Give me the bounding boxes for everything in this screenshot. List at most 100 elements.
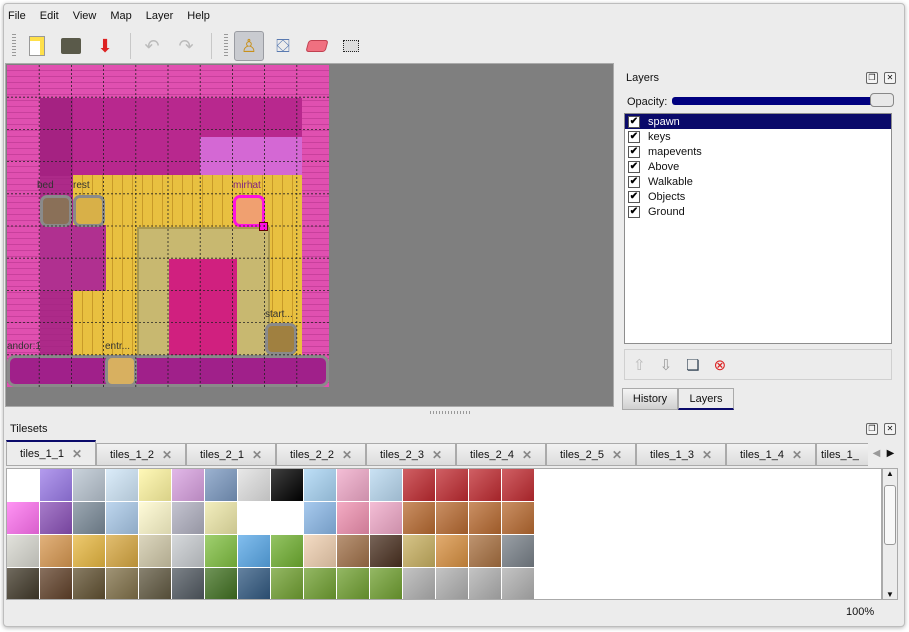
close-tab-icon[interactable]: ✕ <box>701 447 713 462</box>
tile[interactable] <box>337 568 369 599</box>
tile[interactable] <box>304 535 336 567</box>
tile[interactable] <box>139 568 171 599</box>
tile[interactable] <box>436 502 468 534</box>
layer-item[interactable]: ✔ keys <box>625 129 891 144</box>
tile[interactable] <box>106 535 138 567</box>
menu-help[interactable]: Help <box>187 10 210 22</box>
tile[interactable] <box>106 502 138 534</box>
tile[interactable] <box>139 502 171 534</box>
layer-item[interactable]: ✔ Walkable <box>625 174 891 189</box>
tile[interactable] <box>271 469 303 501</box>
toolbar-grip[interactable] <box>12 34 16 58</box>
scroll-up-icon[interactable]: ▲ <box>886 469 894 478</box>
tab-scroll-left[interactable]: ◀ <box>872 448 881 459</box>
layer-visibility-checkbox[interactable]: ✔ <box>628 145 640 158</box>
tile[interactable] <box>337 502 369 534</box>
tab-tileset[interactable]: tiles_1_2 ✕ <box>96 443 186 465</box>
layer-list[interactable]: ✔ spawn ✔ keys ✔ mapevents ✔ Above ✔ Walkable ✔ Obj… <box>624 113 892 344</box>
tile[interactable] <box>403 568 435 599</box>
tile[interactable] <box>106 469 138 501</box>
tile[interactable] <box>502 535 534 567</box>
float-icon[interactable]: ❐ <box>866 423 878 435</box>
tileset-view[interactable] <box>6 468 882 600</box>
scroll-down-icon[interactable]: ▼ <box>886 590 894 599</box>
tile[interactable] <box>502 469 534 501</box>
tile[interactable] <box>205 502 237 534</box>
tile[interactable] <box>238 568 270 599</box>
resize-handle[interactable] <box>259 222 268 231</box>
tile[interactable] <box>73 469 105 501</box>
tab-tileset[interactable]: tiles_2_3 ✕ <box>366 443 456 465</box>
tab-tileset[interactable]: tiles_2_2 ✕ <box>276 443 366 465</box>
tab-layers[interactable]: Layers <box>678 388 734 410</box>
raise-layer-icon[interactable]: ⇧ <box>633 356 646 374</box>
tile[interactable] <box>7 568 39 599</box>
duplicate-layer-icon[interactable]: ❏ <box>686 356 700 374</box>
tile[interactable] <box>469 535 501 567</box>
tab-tileset[interactable]: tiles_1_ <box>816 443 868 465</box>
tile[interactable] <box>403 502 435 534</box>
tile[interactable] <box>40 502 72 534</box>
map-object-start[interactable] <box>265 323 297 355</box>
redo-button[interactable]: ↷ <box>171 31 201 61</box>
tile[interactable] <box>370 568 402 599</box>
layer-item[interactable]: ✔ spawn <box>625 114 891 129</box>
tile[interactable] <box>205 469 237 501</box>
close-tab-icon[interactable]: ✕ <box>161 447 173 462</box>
tile[interactable] <box>172 502 204 534</box>
tile[interactable] <box>370 535 402 567</box>
menu-file[interactable]: File <box>8 10 26 22</box>
tile[interactable] <box>304 502 336 534</box>
layer-visibility-checkbox[interactable]: ✔ <box>628 115 640 128</box>
tab-tileset[interactable]: tiles_1_4 ✕ <box>726 443 816 465</box>
tile[interactable] <box>205 568 237 599</box>
close-tab-icon[interactable]: ✕ <box>611 447 623 462</box>
tile[interactable] <box>271 502 303 534</box>
open-button[interactable] <box>56 31 86 61</box>
layer-item[interactable]: ✔ Objects <box>625 189 891 204</box>
menu-view[interactable]: View <box>72 10 97 22</box>
new-file-button[interactable] <box>22 31 52 61</box>
toolbar-grip[interactable] <box>224 34 228 58</box>
close-tab-icon[interactable]: ✕ <box>521 447 533 462</box>
save-button[interactable]: ⬇ <box>90 31 120 61</box>
tile[interactable] <box>370 502 402 534</box>
tab-tileset[interactable]: tiles_1_1 ✕ <box>6 440 96 465</box>
tab-tileset[interactable]: tiles_1_3 ✕ <box>636 443 726 465</box>
tile[interactable] <box>271 568 303 599</box>
close-tab-icon[interactable]: ✕ <box>251 447 263 462</box>
eraser-button[interactable] <box>302 31 332 61</box>
layer-visibility-checkbox[interactable]: ✔ <box>628 190 640 203</box>
layer-item[interactable]: ✔ Ground <box>625 204 891 219</box>
tile[interactable] <box>502 568 534 599</box>
tile[interactable] <box>469 502 501 534</box>
tile[interactable] <box>106 568 138 599</box>
close-tab-icon[interactable]: ✕ <box>71 447 83 461</box>
tile[interactable] <box>238 469 270 501</box>
splitter-handle[interactable] <box>430 411 470 414</box>
layer-item[interactable]: ✔ mapevents <box>625 144 891 159</box>
tile[interactable] <box>337 535 369 567</box>
tile[interactable] <box>436 535 468 567</box>
delete-layer-icon[interactable]: ⊗ <box>713 356 727 374</box>
tile[interactable] <box>238 535 270 567</box>
tile[interactable] <box>7 469 39 501</box>
menu-layer[interactable]: Layer <box>145 10 174 22</box>
map[interactable]: bed rest mirhat start... andor:1 entr... <box>7 65 329 387</box>
tab-tileset[interactable]: tiles_2_1 ✕ <box>186 443 276 465</box>
close-tab-icon[interactable]: ✕ <box>341 447 353 462</box>
float-icon[interactable]: ❐ <box>866 72 878 84</box>
map-canvas[interactable]: bed rest mirhat start... andor:1 entr... <box>5 63 614 407</box>
bucket-fill-button[interactable]: ⛋ <box>268 31 298 61</box>
menu-map[interactable]: Map <box>110 10 132 22</box>
layer-visibility-checkbox[interactable]: ✔ <box>628 160 640 173</box>
tile[interactable] <box>139 535 171 567</box>
opacity-slider-handle[interactable] <box>870 93 894 107</box>
tile[interactable] <box>40 469 72 501</box>
scrollbar-thumb[interactable] <box>884 485 896 545</box>
tile[interactable] <box>436 568 468 599</box>
rect-select-button[interactable] <box>336 31 366 61</box>
tile[interactable] <box>403 535 435 567</box>
map-object-rest[interactable] <box>73 195 105 227</box>
tile[interactable] <box>7 535 39 567</box>
